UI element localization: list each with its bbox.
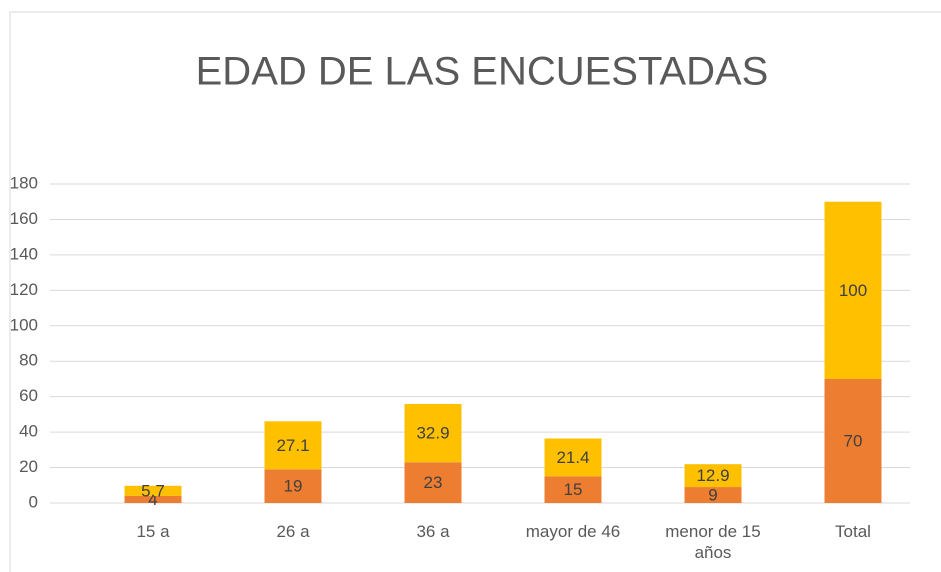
data-label: 19 bbox=[284, 477, 303, 496]
data-label: 15 bbox=[564, 480, 583, 499]
y-tick-label: 40 bbox=[19, 422, 38, 441]
data-label: 12.9 bbox=[696, 466, 729, 485]
y-tick-label: 120 bbox=[10, 280, 38, 299]
data-label: 27.1 bbox=[276, 436, 309, 455]
bar bbox=[684, 487, 742, 503]
bar bbox=[264, 421, 322, 470]
bar bbox=[684, 464, 742, 488]
x-tick-label: 36 a bbox=[416, 522, 450, 541]
y-tick-label: 100 bbox=[10, 315, 38, 334]
chart-border bbox=[9, 11, 941, 572]
bar bbox=[124, 485, 182, 496]
data-label: 23 bbox=[424, 473, 443, 492]
data-label: 100 bbox=[839, 281, 867, 300]
data-label: 32.9 bbox=[416, 424, 449, 443]
data-label: 5.7 bbox=[141, 481, 165, 500]
data-label: 21.4 bbox=[556, 448, 589, 467]
bar bbox=[264, 469, 322, 503]
bar bbox=[404, 403, 462, 463]
y-tick-label: 180 bbox=[10, 173, 38, 192]
y-tick-label: 140 bbox=[10, 244, 38, 263]
y-tick-label: 80 bbox=[19, 351, 38, 370]
y-tick-label: 60 bbox=[19, 386, 38, 405]
y-tick-label: 20 bbox=[19, 457, 38, 476]
bar bbox=[824, 201, 882, 379]
y-tick-label: 0 bbox=[29, 492, 38, 511]
bar bbox=[404, 462, 462, 503]
x-tick-label: 15 a bbox=[136, 522, 170, 541]
data-label: 9 bbox=[708, 486, 717, 505]
chart-title: EDAD DE LAS ENCUESTADAS bbox=[196, 50, 769, 94]
x-tick-label: menor de 15 años bbox=[665, 522, 761, 562]
x-tick-label: Total bbox=[835, 522, 871, 541]
x-tick-label: 26 a bbox=[276, 522, 310, 541]
data-label: 4 bbox=[148, 490, 157, 509]
bar bbox=[544, 476, 602, 503]
y-tick-label: 160 bbox=[10, 209, 38, 228]
bar bbox=[544, 438, 602, 477]
data-label: 70 bbox=[844, 431, 863, 450]
bar bbox=[824, 378, 882, 503]
bar bbox=[124, 495, 182, 503]
x-tick-label: mayor de 46 bbox=[525, 522, 621, 541]
